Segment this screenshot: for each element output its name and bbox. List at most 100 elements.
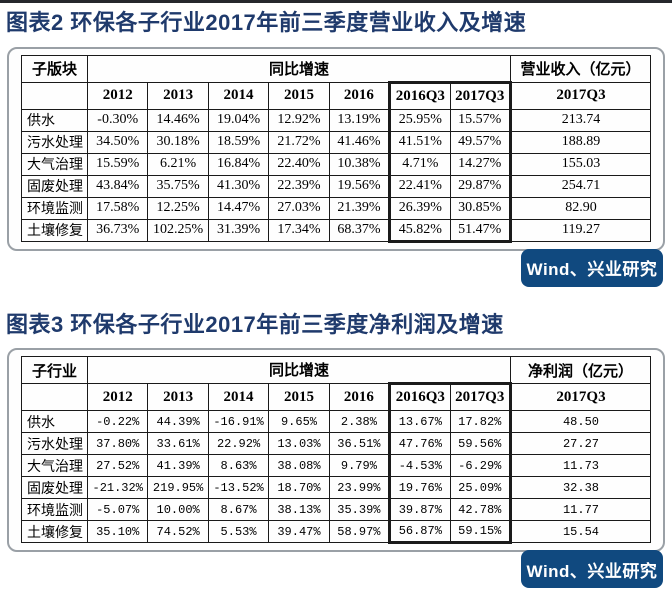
table-row: 污水处理 37.80% 33.61% 22.92% 13.03% 36.51% 47.76%…: [21, 432, 651, 456]
growth-cell: 41.51%: [388, 130, 451, 154]
year-header-cell: 2012: [86, 383, 149, 412]
growth-cell: 58.97%: [328, 520, 391, 544]
growth-cell: 35.39%: [328, 498, 391, 522]
growth-cell: 219.95%: [147, 476, 209, 500]
table-row: 供水 -0.30% 14.46% 19.04% 12.92% 13.19% 25.95% 15…: [21, 108, 651, 132]
value-cell: 188.89: [510, 130, 651, 154]
growth-cell: 4.71%: [388, 152, 451, 176]
growth-cell: 9.65%: [268, 410, 330, 434]
table-row: 固废处理 43.84% 35.75% 41.30% 22.39% 19.56% 22.41%…: [21, 174, 651, 198]
growth-cell: 15.59%: [86, 152, 149, 176]
header-row-years: 2012 2013 2014 2015 2016 2016Q3 2017Q3 2017Q3: [21, 80, 651, 110]
growth-cell: 51.47%: [449, 218, 513, 243]
growth-cell: -6.29%: [449, 454, 513, 478]
growth-cell: 13.67%: [388, 410, 451, 434]
growth-cell: 74.52%: [147, 520, 209, 544]
value-cell: 11.77: [510, 498, 651, 522]
corner-header: 子版块: [21, 54, 88, 83]
growth-cell: 30.18%: [147, 130, 209, 154]
table-row: 大气治理 27.52% 41.39% 8.63% 38.08% 9.79% -4.53% -6…: [21, 454, 651, 478]
growth-cell: 44.39%: [147, 410, 209, 434]
header-row-groups: 子行业 同比增速 净利润（亿元）: [21, 356, 651, 385]
growth-cell: 22.41%: [388, 174, 451, 198]
year-header-cell: 2017Q3: [449, 80, 513, 110]
table-row: 土壤修复 35.10% 74.52% 5.53% 39.47% 58.97% 56.87% 5…: [21, 520, 651, 545]
growth-cell: 18.70%: [268, 476, 330, 500]
growth-cell: 29.87%: [449, 174, 513, 198]
growth-cell: 102.25%: [147, 218, 209, 242]
growth-cell: -0.22%: [86, 410, 149, 434]
growth-cell: 33.61%: [147, 432, 209, 456]
growth-cell: 15.57%: [449, 108, 513, 132]
table-row: 土壤修复 36.73% 102.25% 31.39% 17.34% 68.37% 45.82…: [21, 218, 651, 243]
growth-cell: 10.38%: [328, 152, 391, 176]
growth-cell: 17.34%: [268, 218, 330, 242]
growth-cell: 14.46%: [147, 108, 209, 132]
growth-cell: 35.10%: [86, 520, 149, 544]
row-label: 供水: [21, 108, 88, 132]
value-cell: 119.27: [510, 218, 651, 242]
growth-cell: 39.87%: [388, 498, 451, 522]
year-header-cell: 2015: [268, 81, 330, 110]
table-row: 环境监测 -5.07% 10.00% 8.67% 38.13% 35.39% 39.87% 4…: [21, 498, 651, 522]
growth-cell: -13.52%: [207, 476, 270, 500]
growth-cell: 14.47%: [207, 196, 270, 220]
value-period-header: 2017Q3: [510, 383, 651, 412]
growth-cell: 10.00%: [147, 498, 209, 522]
row-label: 固废处理: [21, 174, 88, 198]
growth-cell: -0.30%: [86, 108, 149, 132]
year-header-cell: 2017Q3: [449, 382, 513, 412]
growth-cell: 5.53%: [207, 520, 270, 544]
year-header-cell: 2014: [207, 383, 270, 412]
figure3-section: 图表3 环保各子行业2017年前三季度净利润及增速 子行业 同比增速 净利润（亿元）…: [0, 311, 672, 589]
value-cell: 11.73: [510, 454, 651, 478]
growth-cell: 2.38%: [328, 410, 391, 434]
value-unit-header: 营业收入（亿元）: [510, 54, 651, 83]
figure3-panel: 子行业 同比增速 净利润（亿元） 2012 2013 2014 2015 2016 2016Q3…: [7, 348, 665, 553]
figure2-source-text: Wind、兴业研究: [526, 260, 658, 280]
growth-cell: 41.30%: [207, 174, 270, 198]
growth-cell: 43.84%: [86, 174, 149, 198]
table-row: 大气治理 15.59% 6.21% 16.84% 22.40% 10.38% 4.71% 14…: [21, 152, 651, 176]
growth-cell: 21.39%: [328, 196, 391, 220]
growth-cell: 18.59%: [207, 130, 270, 154]
table-row: 供水 -0.22% 44.39% -16.91% 9.65% 2.38% 13.67% 17.…: [21, 410, 651, 434]
revenue-growth-table: 子版块 同比增速 营业收入（亿元） 2012 2013 2014 2015 2016 2016Q…: [21, 54, 651, 243]
figure2-section: 图表2 环保各子行业2017年前三季度营业收入及增速 子版块 同比增速 营业收入（亿…: [0, 9, 672, 287]
growth-cell: 22.92%: [207, 432, 270, 456]
growth-cell: 13.19%: [328, 108, 391, 132]
growth-cell: 59.56%: [449, 432, 513, 456]
growth-cell: 30.85%: [449, 196, 513, 220]
row-label: 污水处理: [21, 432, 88, 456]
growth-cell: 31.39%: [207, 218, 270, 242]
growth-cell: 25.95%: [388, 108, 451, 132]
blank-header: [21, 383, 88, 412]
growth-cell: 41.39%: [147, 454, 209, 478]
growth-cell: 13.03%: [268, 432, 330, 456]
growth-group-header: 同比增速: [87, 356, 511, 385]
row-label: 大气治理: [21, 152, 88, 176]
growth-cell: 34.50%: [86, 130, 149, 154]
growth-cell: 8.63%: [207, 454, 270, 478]
year-header-cell: 2012: [86, 81, 149, 110]
growth-cell: 68.37%: [328, 218, 391, 242]
row-label: 固废处理: [21, 476, 88, 500]
growth-cell: 6.21%: [147, 152, 209, 176]
growth-cell: 16.84%: [207, 152, 270, 176]
growth-cell: 59.15%: [449, 520, 513, 545]
growth-group-header: 同比增速: [87, 54, 511, 83]
growth-cell: 17.58%: [86, 196, 149, 220]
growth-cell: 12.92%: [268, 108, 330, 132]
table-row: 固废处理 -21.32% 219.95% -13.52% 18.70% 23.99% 19.…: [21, 476, 651, 500]
value-period-header: 2017Q3: [510, 81, 651, 110]
growth-cell: 27.52%: [86, 454, 149, 478]
growth-cell: 37.80%: [86, 432, 149, 456]
row-label: 环境监测: [21, 196, 88, 220]
growth-cell: 9.79%: [328, 454, 391, 478]
growth-cell: 47.76%: [388, 432, 451, 456]
value-cell: 82.90: [510, 196, 651, 220]
row-label: 土壤修复: [21, 520, 88, 544]
growth-cell: 19.56%: [328, 174, 391, 198]
figure2-source-badge: Wind、兴业研究: [521, 248, 663, 287]
growth-cell: 49.57%: [449, 130, 513, 154]
